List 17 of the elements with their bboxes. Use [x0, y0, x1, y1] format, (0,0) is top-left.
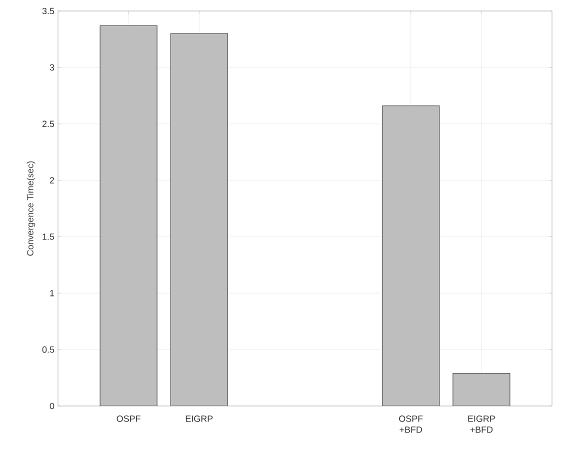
- y-axis-title: Convergence Time(sec): [26, 161, 36, 256]
- x-tick-label: EIGRP: [186, 416, 213, 422]
- y-tick-label: 1.5: [42, 234, 54, 240]
- bar: [382, 105, 440, 406]
- y-tick-label: 0.5: [42, 346, 54, 353]
- y-tick-label: 1: [50, 290, 54, 296]
- x-tick-label: OSPF +BFD: [399, 416, 423, 433]
- y-tick-label: 2.5: [42, 120, 54, 128]
- y-tick-label: 2: [50, 177, 54, 184]
- y-tick-label: 0: [50, 402, 54, 410]
- x-tick-label: OSPF: [116, 416, 140, 422]
- bar: [452, 372, 510, 406]
- y-tick-label: 3: [50, 64, 54, 71]
- bar: [100, 25, 158, 406]
- x-tick-label: EIGRP +BFD: [468, 416, 495, 433]
- bar: [170, 33, 228, 406]
- y-tick-label: 3.5: [42, 8, 54, 14]
